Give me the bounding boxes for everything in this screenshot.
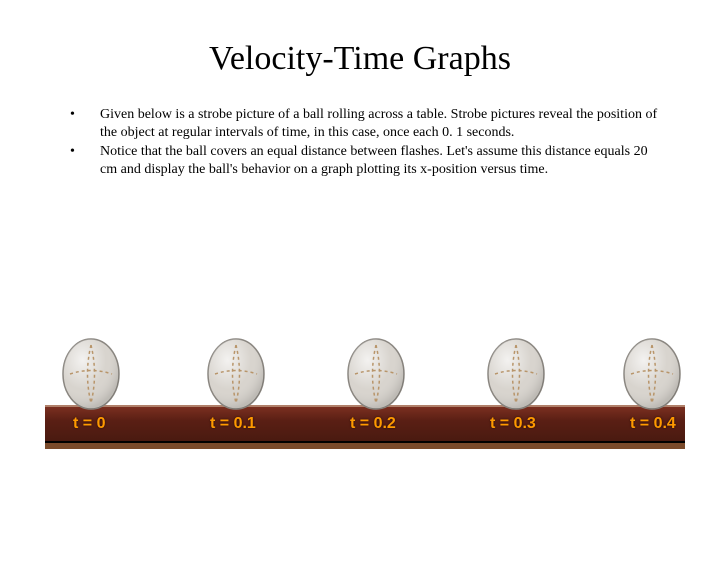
ball <box>485 337 547 411</box>
ball <box>345 337 407 411</box>
ball <box>60 337 122 411</box>
time-label: t = 0.3 <box>490 415 536 433</box>
time-label: t = 0 <box>73 415 105 433</box>
balls-row <box>45 335 685 415</box>
ball <box>205 337 267 411</box>
time-label: t = 0.1 <box>210 415 256 433</box>
bullet-item: Given below is a strobe picture of a bal… <box>70 106 660 141</box>
body-text: Given below is a strobe picture of a bal… <box>0 106 720 178</box>
page-title: Velocity-Time Graphs <box>0 40 720 78</box>
time-labels-row: t = 0 t = 0.1 t = 0.2 t = 0.3 t = 0.4 <box>45 413 685 437</box>
bullet-item: Notice that the ball covers an equal dis… <box>70 143 660 178</box>
time-label: t = 0.2 <box>350 415 396 433</box>
ball <box>621 337 683 411</box>
time-label: t = 0.4 <box>630 415 676 433</box>
table-edge <box>45 443 685 449</box>
